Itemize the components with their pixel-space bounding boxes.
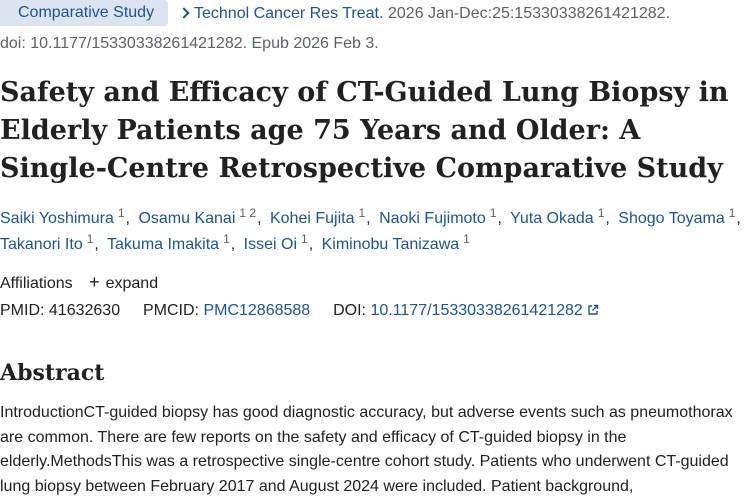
author-name: Shogo Toyama	[618, 210, 725, 227]
publication-type-badge[interactable]: Comparative Study	[0, 0, 169, 26]
doi-label: DOI:	[333, 302, 366, 319]
author-affiliation-ref[interactable]: 1	[86, 232, 94, 246]
journal-link[interactable]: Technol Cancer Res Treat.	[178, 4, 384, 24]
doi-value: 10.1177/15330338261421282	[370, 302, 583, 319]
author-affiliation-ref[interactable]: 1	[489, 206, 497, 220]
author-name: Kiminobu Tanizawa	[321, 236, 460, 253]
author-link[interactable]: Takuma Imakita 1	[107, 233, 231, 253]
pmid-value: 41632630	[48, 302, 121, 319]
author-affiliation-ref[interactable]: 1	[223, 232, 230, 246]
author-link[interactable]: Kiminobu Tanizawa 1	[321, 233, 471, 253]
author-link[interactable]: Takanori Ito 1	[0, 233, 94, 253]
author-separator: ,	[308, 236, 314, 253]
doi-link[interactable]: 10.1177/15330338261421282	[370, 302, 599, 319]
author-separator: ,	[497, 210, 502, 227]
affiliations-row: Affiliations + expand	[0, 271, 158, 295]
author-affiliation-ref[interactable]: 1	[463, 232, 470, 246]
abstract-text: IntroductionCT-guided biopsy has good di…	[0, 404, 733, 495]
author-separator: ,	[366, 210, 371, 227]
author-name: Saiki Yoshimura	[0, 210, 114, 227]
citation-doi-line: doi: 10.1177/15330338261421282. Epub 202…	[0, 35, 379, 52]
author-name: Yuta Okada	[510, 210, 594, 227]
identifiers-row: PMID: 41632630 PMCID: PMC12868588 DOI: 1…	[0, 300, 599, 322]
citation-details: 2026 Jan-Dec:25:15330338261421282.	[388, 5, 671, 22]
author-affiliation-ref[interactable]: 1	[597, 206, 605, 220]
author-name: Takanori Ito	[0, 236, 83, 253]
citation-bar: Comparative Study Technol Cancer Res Tre…	[0, 0, 750, 28]
author-name: Osamu Kanai	[138, 210, 236, 227]
author-affiliation-ref[interactable]: 1	[301, 232, 308, 246]
pmcid-label: PMCID:	[143, 302, 199, 319]
author-name: Issei Oi	[243, 236, 297, 253]
article-title: Safety and Efficacy of CT-Guided Lung Bi…	[0, 77, 729, 184]
author-affiliation-ref[interactable]: 1	[358, 206, 366, 220]
author-link[interactable]: Shogo Toyama 1	[618, 207, 736, 227]
external-link-icon	[588, 304, 599, 315]
affiliations-expand-button[interactable]: + expand	[89, 272, 159, 292]
author-link[interactable]: Issei Oi 1	[243, 233, 309, 253]
author-link[interactable]: Osamu Kanai 1 2	[138, 207, 257, 227]
plus-icon: +	[89, 272, 100, 292]
author-name: Takuma Imakita	[107, 236, 220, 253]
pmcid-link[interactable]: PMC12868588	[203, 302, 311, 319]
pmid-label: PMID:	[0, 302, 45, 319]
author-separator: ,	[230, 236, 236, 253]
author-separator: ,	[257, 210, 262, 227]
abstract-heading: Abstract	[0, 360, 105, 386]
author-link[interactable]: Naoki Fujimoto 1	[379, 207, 497, 227]
author-link[interactable]: Kohei Fujita 1	[269, 207, 366, 227]
author-affiliation-ref[interactable]: 1	[117, 206, 125, 220]
chevron-right-icon	[178, 7, 190, 19]
authors-list: Saiki Yoshimura 1, Osamu Kanai 1 2, Kohei …	[0, 206, 745, 258]
author-affiliation-ref[interactable]: 1 2	[239, 206, 257, 220]
author-separator: ,	[605, 210, 610, 227]
author-name: Naoki Fujimoto	[379, 210, 486, 227]
author-separator: ,	[125, 210, 130, 227]
author-separator: ,	[736, 210, 741, 227]
affiliations-label: Affiliations	[0, 275, 73, 292]
author-separator: ,	[94, 236, 99, 253]
journal-name: Technol Cancer Res Treat.	[194, 5, 384, 22]
author-link[interactable]: Yuta Okada 1	[510, 207, 605, 227]
author-link[interactable]: Saiki Yoshimura 1	[0, 207, 126, 227]
author-name: Kohei Fujita	[269, 210, 355, 227]
author-affiliation-ref[interactable]: 1	[728, 206, 736, 220]
expand-label: expand	[105, 275, 159, 292]
